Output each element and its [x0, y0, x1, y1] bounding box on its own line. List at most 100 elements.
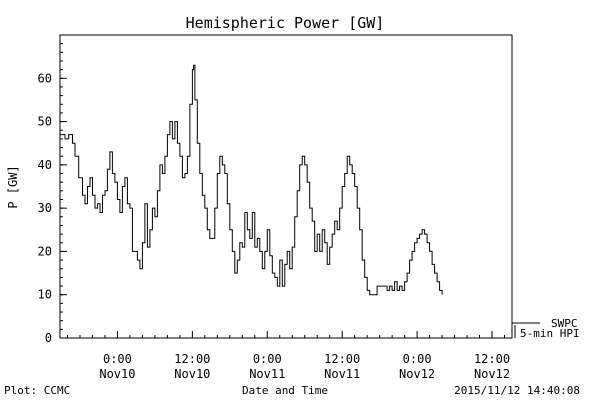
data-point — [232, 251, 233, 252]
data-point — [442, 294, 443, 295]
x-tick-label-date: Nov10 — [174, 367, 210, 381]
data-point — [162, 173, 163, 174]
data-point — [312, 221, 313, 222]
series-points — [59, 65, 442, 296]
data-point — [332, 234, 333, 235]
data-point — [217, 173, 218, 174]
data-point — [87, 186, 88, 187]
data-point — [149, 229, 150, 230]
data-point — [287, 251, 288, 252]
y-tick-label: 50 — [38, 115, 52, 129]
data-point — [342, 186, 343, 187]
data-point — [247, 229, 248, 230]
x-tick-label-time: 12:00 — [474, 352, 510, 366]
y-tick-label: 60 — [38, 71, 52, 85]
data-point — [124, 177, 125, 178]
data-point — [377, 286, 378, 287]
data-point — [104, 190, 105, 191]
data-point — [99, 212, 100, 213]
data-point — [419, 234, 420, 235]
data-point — [204, 208, 205, 209]
data-point — [434, 273, 435, 274]
data-point — [267, 229, 268, 230]
data-point — [252, 212, 253, 213]
data-point — [427, 242, 428, 243]
data-point — [224, 173, 225, 174]
data-point — [152, 208, 153, 209]
data-point — [399, 286, 400, 287]
data-point — [144, 203, 145, 204]
data-point — [354, 186, 355, 187]
plot-frame — [59, 34, 513, 339]
data-point — [209, 238, 210, 239]
data-point — [229, 229, 230, 230]
data-point — [352, 173, 353, 174]
series-line — [60, 64, 443, 296]
data-point — [119, 212, 120, 213]
data-point — [182, 177, 183, 178]
data-point — [239, 242, 240, 243]
data-point — [282, 286, 283, 287]
data-point — [424, 234, 425, 235]
x-tick-label-time: 0:00 — [403, 352, 432, 366]
data-point — [422, 229, 423, 230]
data-point — [277, 286, 278, 287]
data-point — [429, 251, 430, 252]
data-point — [302, 156, 303, 157]
data-point — [309, 208, 310, 209]
x-tick-label-date: Nov12 — [399, 367, 435, 381]
x-axis-label: Date and Time — [242, 384, 328, 397]
data-point — [234, 273, 235, 274]
data-point — [184, 173, 185, 174]
data-point — [129, 208, 130, 209]
data-point — [244, 212, 245, 213]
footer-timestamp: 2015/11/12 14:40:08 — [454, 384, 580, 397]
data-point — [299, 164, 300, 165]
data-point — [339, 208, 340, 209]
data-point — [404, 281, 405, 282]
data-point — [294, 216, 295, 217]
data-point — [242, 247, 243, 248]
data-point — [97, 203, 98, 204]
data-point — [122, 186, 123, 187]
data-point — [112, 173, 113, 174]
data-point — [409, 260, 410, 261]
data-point — [64, 138, 65, 139]
data-point — [347, 156, 348, 157]
data-point — [349, 164, 350, 165]
data-point — [262, 268, 263, 269]
data-point — [237, 260, 238, 261]
data-point — [329, 247, 330, 248]
data-point — [357, 208, 358, 209]
y-tick-label: 20 — [38, 244, 52, 258]
data-point — [289, 268, 290, 269]
data-point — [307, 182, 308, 183]
data-point — [174, 121, 175, 122]
x-tick-label-date: Nov10 — [99, 367, 135, 381]
data-point — [314, 251, 315, 252]
data-point — [199, 173, 200, 174]
data-point — [284, 264, 285, 265]
data-point — [334, 221, 335, 222]
data-point — [114, 182, 115, 183]
data-point — [432, 264, 433, 265]
data-point — [227, 203, 228, 204]
x-tick-label-time: 12:00 — [324, 352, 360, 366]
data-point — [177, 143, 178, 144]
data-point — [89, 177, 90, 178]
data-point — [412, 251, 413, 252]
data-point — [147, 247, 148, 248]
data-point — [254, 247, 255, 248]
data-point — [68, 134, 69, 135]
data-point — [274, 277, 275, 278]
data-point — [219, 156, 220, 157]
data-point — [269, 255, 270, 256]
data-point — [72, 143, 73, 144]
data-point — [74, 156, 75, 157]
data-point — [369, 294, 370, 295]
y-tick-label: 0 — [45, 331, 52, 345]
data-point — [212, 238, 213, 239]
x-tick-label-time: 0:00 — [253, 352, 282, 366]
data-point — [139, 268, 140, 269]
data-point — [192, 69, 193, 70]
